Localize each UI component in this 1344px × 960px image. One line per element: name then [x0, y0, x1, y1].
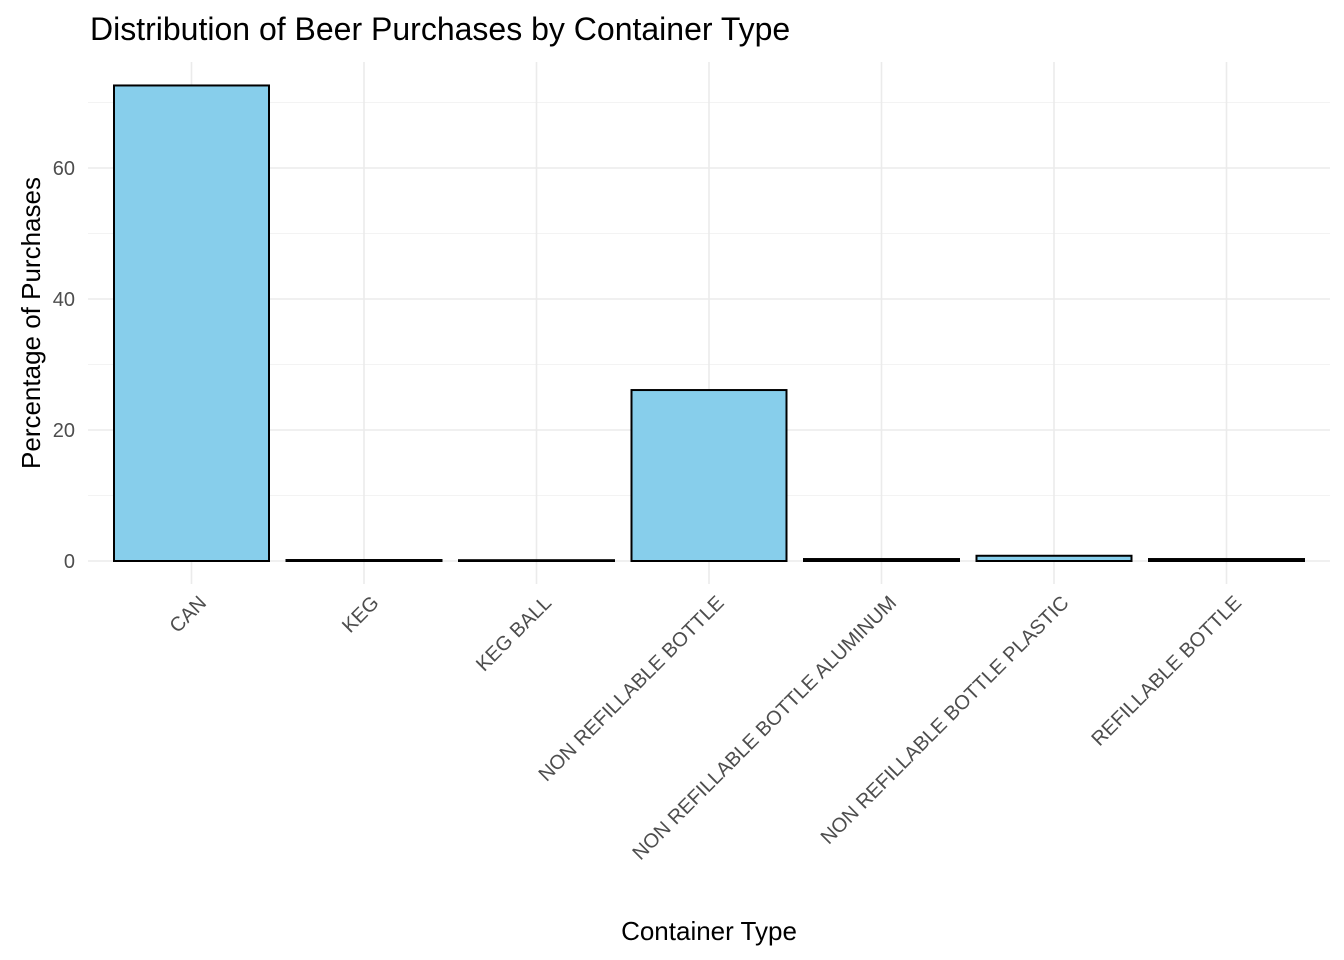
- bar: [1148, 558, 1305, 562]
- bar: [803, 558, 960, 562]
- bars: [113, 84, 1305, 563]
- bar: [975, 554, 1133, 563]
- y-tick-label: 60: [53, 158, 75, 180]
- chart-title: Distribution of Beer Purchases by Contai…: [90, 11, 790, 47]
- bar: [113, 84, 270, 562]
- y-axis-tick-labels: 0 20 40 60: [53, 158, 75, 573]
- y-tick-label: 0: [64, 551, 75, 573]
- x-axis-title: Container Type: [621, 916, 797, 946]
- y-tick-label: 40: [53, 289, 75, 311]
- bar: [458, 559, 615, 563]
- y-tick-label: 20: [53, 420, 75, 442]
- y-axis-title: Percentage of Purchases: [16, 177, 46, 469]
- bar: [630, 389, 788, 563]
- bar: [285, 559, 443, 563]
